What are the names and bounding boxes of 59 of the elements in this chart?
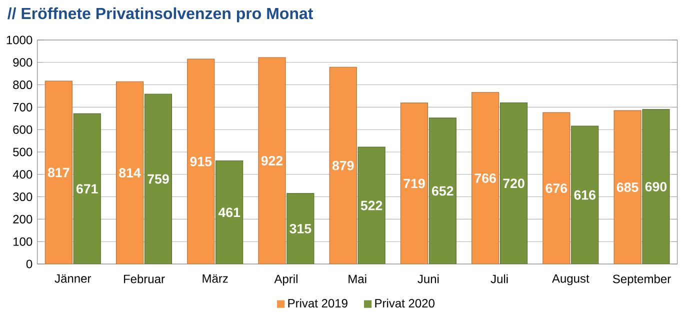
y-tick-label: 800: [13, 80, 32, 90]
x-tick-label: April: [274, 274, 298, 286]
bar: [614, 110, 642, 264]
y-tick-label: 700: [13, 102, 32, 112]
x-tick-label: Februar: [124, 274, 165, 284]
bar: [358, 146, 386, 264]
bar: [642, 109, 670, 264]
bar: [44, 80, 72, 264]
legend-label: Privat 2020: [375, 298, 434, 308]
x-tick-label: August: [552, 274, 590, 286]
y-tick-label: 600: [13, 125, 32, 134]
data-label: 922: [261, 156, 283, 166]
data-label: 719: [404, 178, 425, 188]
y-tick-label: 300: [13, 192, 32, 202]
x-tick-label: Juni: [418, 274, 439, 284]
bar: [428, 118, 456, 264]
bar: [500, 102, 528, 264]
data-label: 690: [645, 182, 667, 192]
data-label: 759: [148, 174, 169, 184]
data-label: 616: [574, 190, 596, 200]
bar: [144, 94, 172, 264]
bar: [73, 113, 101, 264]
bar: [571, 126, 599, 264]
x-tick-label: September: [612, 274, 671, 286]
data-label: 915: [190, 156, 212, 166]
data-label: 817: [48, 168, 70, 178]
bar: [216, 160, 244, 264]
bar: [286, 193, 314, 264]
data-label: 315: [290, 224, 312, 234]
data-label: 720: [503, 178, 524, 188]
bar: [116, 81, 144, 264]
x-tick-label: Juli: [490, 274, 508, 284]
data-label: 676: [546, 184, 568, 193]
y-tick-label: 100: [14, 237, 32, 246]
bar: [542, 112, 570, 264]
y-tick-label: 900: [13, 58, 32, 67]
data-label: 522: [360, 200, 382, 210]
y-tick-label: 500: [13, 148, 32, 156]
bar: [329, 66, 357, 264]
data-label: 685: [616, 182, 638, 192]
data-label: 814: [119, 168, 141, 178]
data-label: 652: [432, 186, 454, 196]
chart-title: // Eröffnete Privatinsolvenzen pro Monat: [8, 7, 313, 22]
x-tick-label: Mai: [348, 274, 366, 284]
x-tick-label: März: [202, 274, 228, 283]
bar: [472, 92, 500, 264]
y-tick-label: 0: [26, 260, 32, 268]
x-tick-label: Jänner: [54, 274, 92, 283]
y-tick-label: 1000: [6, 36, 32, 44]
bar: [258, 57, 286, 264]
legend-label: Privat 2019: [288, 298, 348, 308]
data-label: 671: [76, 184, 98, 194]
y-tick-label: 400: [12, 170, 32, 179]
data-label: 879: [332, 160, 354, 170]
bar: [400, 102, 428, 264]
data-label: 461: [218, 208, 240, 218]
y-tick-label: 200: [13, 214, 32, 224]
data-label: 766: [474, 173, 496, 183]
bar: [187, 58, 215, 264]
